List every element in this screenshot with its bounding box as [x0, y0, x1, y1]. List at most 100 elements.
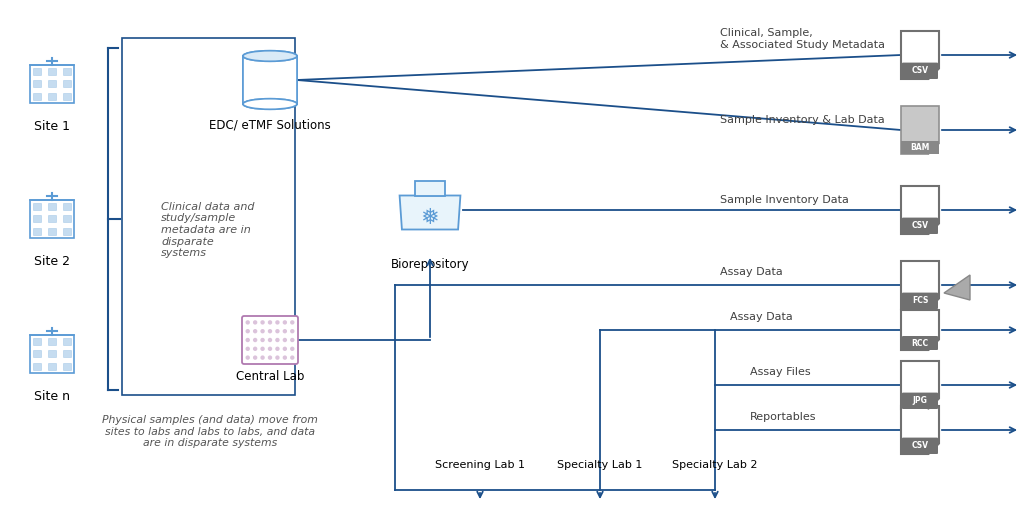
Circle shape [275, 320, 279, 324]
Bar [48, 363, 56, 370]
Polygon shape [928, 224, 939, 234]
Text: Physical samples (and data) move from
sites to labs and labs to labs, and data
a: Physical samples (and data) move from si… [102, 415, 318, 448]
Circle shape [268, 320, 272, 324]
FancyBboxPatch shape [902, 392, 938, 409]
Circle shape [290, 320, 295, 324]
Circle shape [253, 329, 258, 334]
Text: Site 2: Site 2 [34, 255, 70, 268]
Ellipse shape [243, 99, 297, 110]
Bar [63, 350, 71, 357]
Text: EDC/ eTMF Solutions: EDC/ eTMF Solutions [209, 118, 331, 131]
Circle shape [275, 355, 279, 360]
Ellipse shape [243, 51, 297, 61]
Circle shape [253, 355, 258, 360]
Circle shape [268, 355, 272, 360]
Text: Assay Files: Assay Files [750, 367, 811, 377]
Polygon shape [928, 339, 939, 350]
Circle shape [290, 347, 295, 351]
Text: Reportables: Reportables [750, 412, 817, 422]
Polygon shape [400, 196, 460, 230]
Text: Clinical data and
study/sample
metadata are in
disparate
systems: Clinical data and study/sample metadata … [162, 202, 254, 258]
Text: CSV: CSV [912, 441, 928, 450]
Polygon shape [901, 186, 939, 234]
Circle shape [261, 329, 265, 334]
FancyBboxPatch shape [902, 218, 938, 234]
Circle shape [282, 338, 287, 342]
Text: CSV: CSV [912, 66, 928, 76]
Bar [63, 68, 71, 75]
Bar [48, 81, 56, 87]
Text: Central Lab: Central Lab [236, 370, 304, 383]
Circle shape [282, 320, 287, 324]
Bar [63, 81, 71, 87]
Text: Site 1: Site 1 [34, 120, 70, 133]
Circle shape [290, 329, 295, 334]
Circle shape [245, 329, 250, 334]
Bar [48, 228, 56, 235]
Bar [33, 68, 41, 75]
Bar [33, 215, 41, 222]
FancyBboxPatch shape [902, 336, 938, 350]
Text: ❅: ❅ [420, 208, 440, 228]
Polygon shape [945, 275, 970, 300]
Text: Specialty Lab 2: Specialty Lab 2 [673, 460, 758, 470]
Circle shape [282, 355, 287, 360]
Polygon shape [901, 31, 939, 79]
Polygon shape [928, 399, 939, 409]
Bar [48, 68, 56, 75]
Polygon shape [928, 143, 939, 154]
Bar [33, 350, 41, 357]
Text: BAM: BAM [911, 143, 930, 152]
Ellipse shape [243, 99, 297, 110]
Text: FCS: FCS [912, 296, 928, 305]
Circle shape [245, 320, 250, 324]
Polygon shape [901, 310, 939, 350]
Polygon shape [901, 361, 939, 409]
Circle shape [261, 338, 265, 342]
Text: Assay Data: Assay Data [730, 312, 793, 322]
Text: Screening Lab 1: Screening Lab 1 [435, 460, 525, 470]
Text: Sample Inventory Data: Sample Inventory Data [720, 195, 849, 205]
Polygon shape [928, 68, 939, 79]
Text: Site n: Site n [34, 390, 70, 403]
Polygon shape [415, 181, 445, 196]
Circle shape [268, 347, 272, 351]
Bar [48, 338, 56, 345]
Bar [48, 203, 56, 209]
Circle shape [275, 338, 279, 342]
Polygon shape [928, 298, 939, 309]
Circle shape [245, 338, 250, 342]
Bar [901, 140, 939, 154]
Text: Biorepository: Biorepository [390, 258, 470, 271]
Text: RCC: RCC [912, 339, 929, 347]
Bar [30, 65, 74, 102]
Circle shape [275, 329, 279, 334]
Circle shape [290, 338, 295, 342]
FancyBboxPatch shape [902, 62, 938, 79]
Polygon shape [928, 443, 939, 454]
Bar [30, 335, 74, 373]
Circle shape [253, 320, 258, 324]
Text: Clinical, Sample,
& Associated Study Metadata: Clinical, Sample, & Associated Study Met… [720, 28, 885, 50]
Bar [48, 215, 56, 222]
Bar [33, 338, 41, 345]
Bar [48, 93, 56, 99]
Bar [33, 363, 41, 370]
Bar [243, 56, 297, 104]
Bar [33, 81, 41, 87]
Text: Assay Data: Assay Data [720, 267, 783, 277]
Circle shape [275, 347, 279, 351]
Bar [33, 228, 41, 235]
Ellipse shape [243, 51, 297, 61]
Bar [48, 350, 56, 357]
Bar [30, 200, 74, 237]
Bar [243, 56, 297, 104]
Bar [63, 363, 71, 370]
Circle shape [282, 329, 287, 334]
Polygon shape [901, 406, 939, 454]
Text: CSV: CSV [912, 221, 928, 230]
Text: Sample Inventory & Lab Data: Sample Inventory & Lab Data [720, 115, 885, 125]
Bar [33, 203, 41, 209]
Circle shape [290, 355, 295, 360]
Text: JPG: JPG [913, 396, 927, 405]
